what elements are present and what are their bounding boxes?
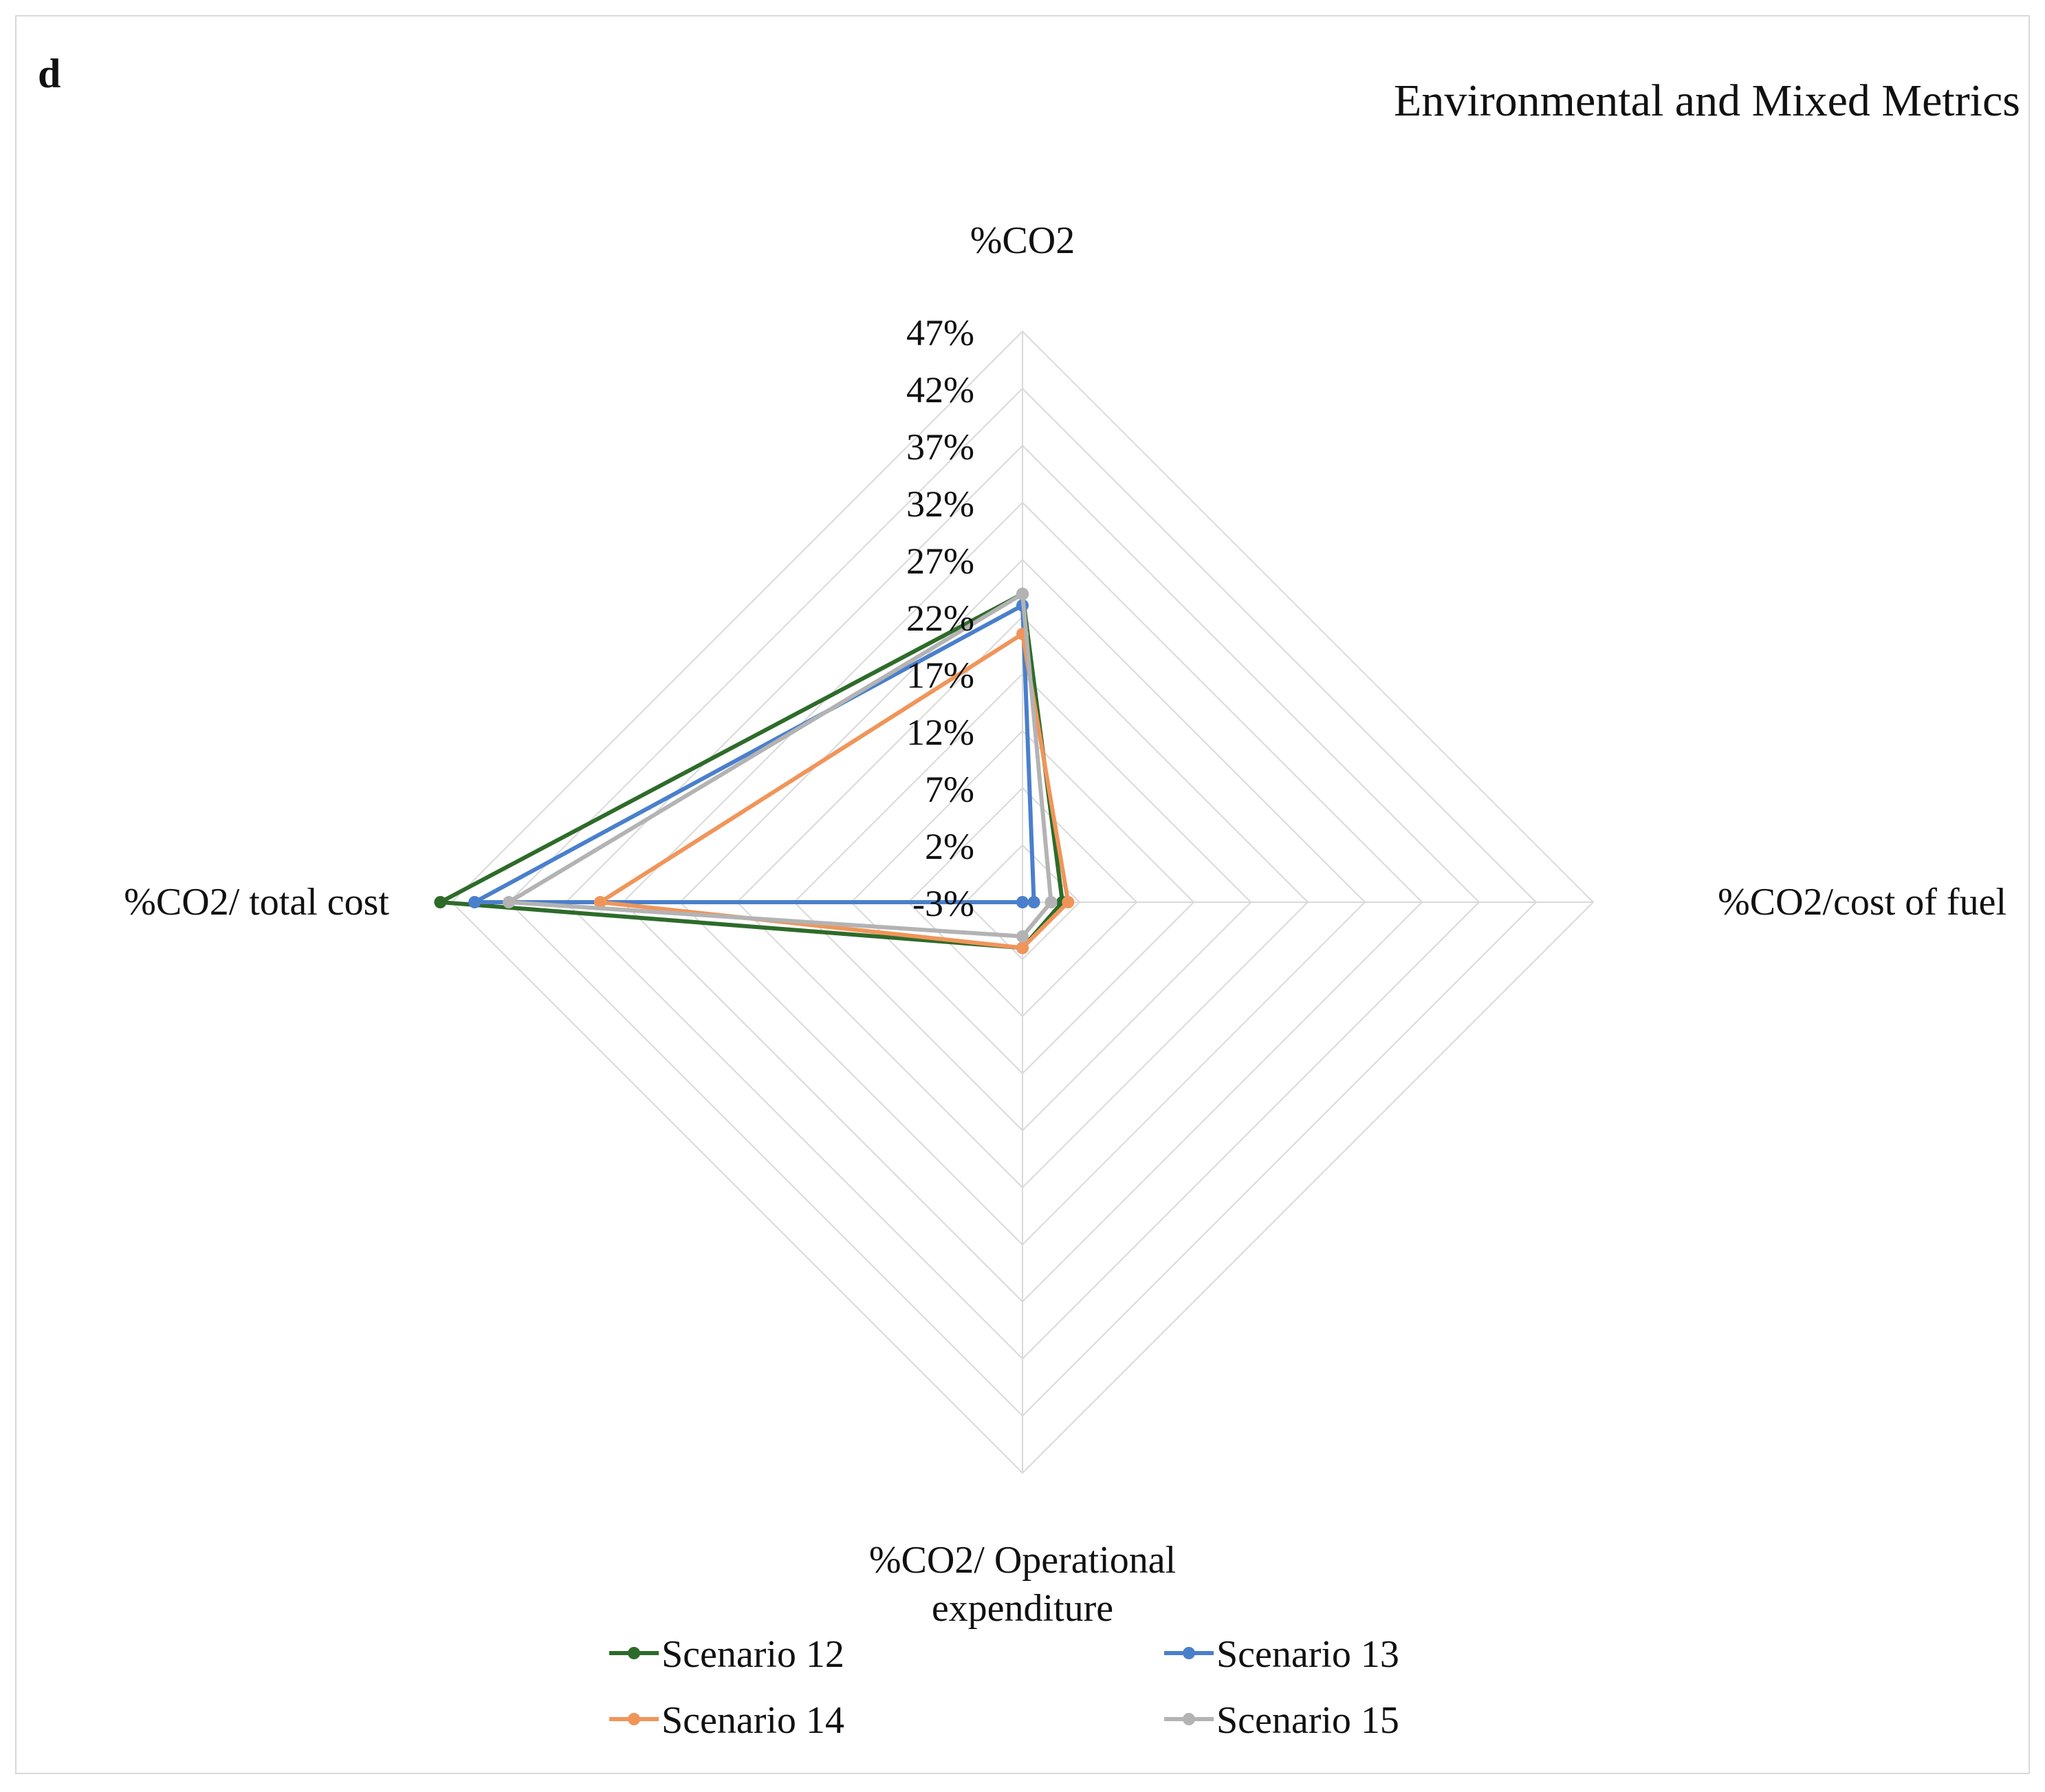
axis-label-line: %CO2/ total cost: [124, 881, 389, 924]
tick-label: 12%: [906, 712, 974, 753]
legend-label: Scenario 14: [661, 1699, 844, 1742]
series-scenario-13: [468, 599, 1040, 908]
axis-label-line: %CO2: [970, 219, 1075, 262]
axis-label: %CO2: [970, 219, 1075, 262]
tick-label: 37%: [906, 426, 974, 468]
tick-label: 22%: [906, 598, 974, 639]
radar-series: [434, 587, 1075, 954]
tick-label: 32%: [906, 483, 974, 525]
legend-item-scenario-13: Scenario 13: [1164, 1633, 1399, 1676]
data-point: [1016, 941, 1029, 954]
series-scenario-15: [503, 587, 1058, 943]
tick-label: 17%: [906, 655, 974, 696]
data-point: [1016, 930, 1029, 943]
data-point: [1027, 896, 1040, 908]
axis-label-line: %CO2/cost of fuel: [1718, 881, 2006, 924]
legend-swatch-marker: [628, 1713, 640, 1725]
legend-swatch-marker: [1183, 1647, 1195, 1659]
panel-label: d: [38, 51, 61, 96]
data-point: [593, 896, 606, 908]
tick-label: 27%: [906, 540, 974, 582]
axis-label: %CO2/ Operational expenditure: [869, 1539, 1176, 1630]
data-point: [468, 896, 481, 908]
chart-title: Environmental and Mixed Metrics: [1394, 76, 2020, 126]
legend-label: Scenario 12: [661, 1633, 844, 1676]
legend-swatch-marker: [628, 1647, 640, 1659]
tick-label: 7%: [925, 769, 974, 810]
legend: Scenario 12 Scenario 13 Scenario 14 Scenari…: [609, 1633, 1399, 1742]
axis-label: %CO2/ total cost: [124, 881, 389, 924]
data-point: [1062, 896, 1075, 908]
axis-label: %CO2/cost of fuel: [1718, 881, 2006, 924]
data-point: [1016, 896, 1029, 908]
tick-label: 42%: [906, 369, 974, 411]
series-scenario-14: [593, 627, 1075, 954]
legend-label: Scenario 15: [1216, 1699, 1399, 1742]
legend-label: Scenario 13: [1216, 1633, 1399, 1676]
axis-label-line: expenditure: [932, 1587, 1113, 1630]
radial-tick-labels: -3% 2% 7% 12% 17% 22% 27% 32% 37% 42% 47%: [906, 312, 974, 924]
tick-label: 47%: [906, 312, 974, 353]
tick-label: 2%: [925, 826, 974, 867]
data-point: [434, 896, 447, 908]
legend-swatch-marker: [1183, 1713, 1195, 1725]
axis-label-line: %CO2/ Operational: [869, 1539, 1176, 1582]
axis-labels: %CO2 %CO2/cost of fuel %CO2/ Operational ex…: [124, 219, 2006, 1630]
data-point: [503, 896, 515, 908]
legend-item-scenario-12: Scenario 12: [609, 1633, 844, 1676]
data-point: [1045, 896, 1058, 908]
legend-item-scenario-14: Scenario 14: [609, 1699, 844, 1742]
tick-label: -3%: [912, 883, 974, 924]
legend-item-scenario-15: Scenario 15: [1164, 1699, 1399, 1742]
data-point: [1016, 587, 1029, 600]
